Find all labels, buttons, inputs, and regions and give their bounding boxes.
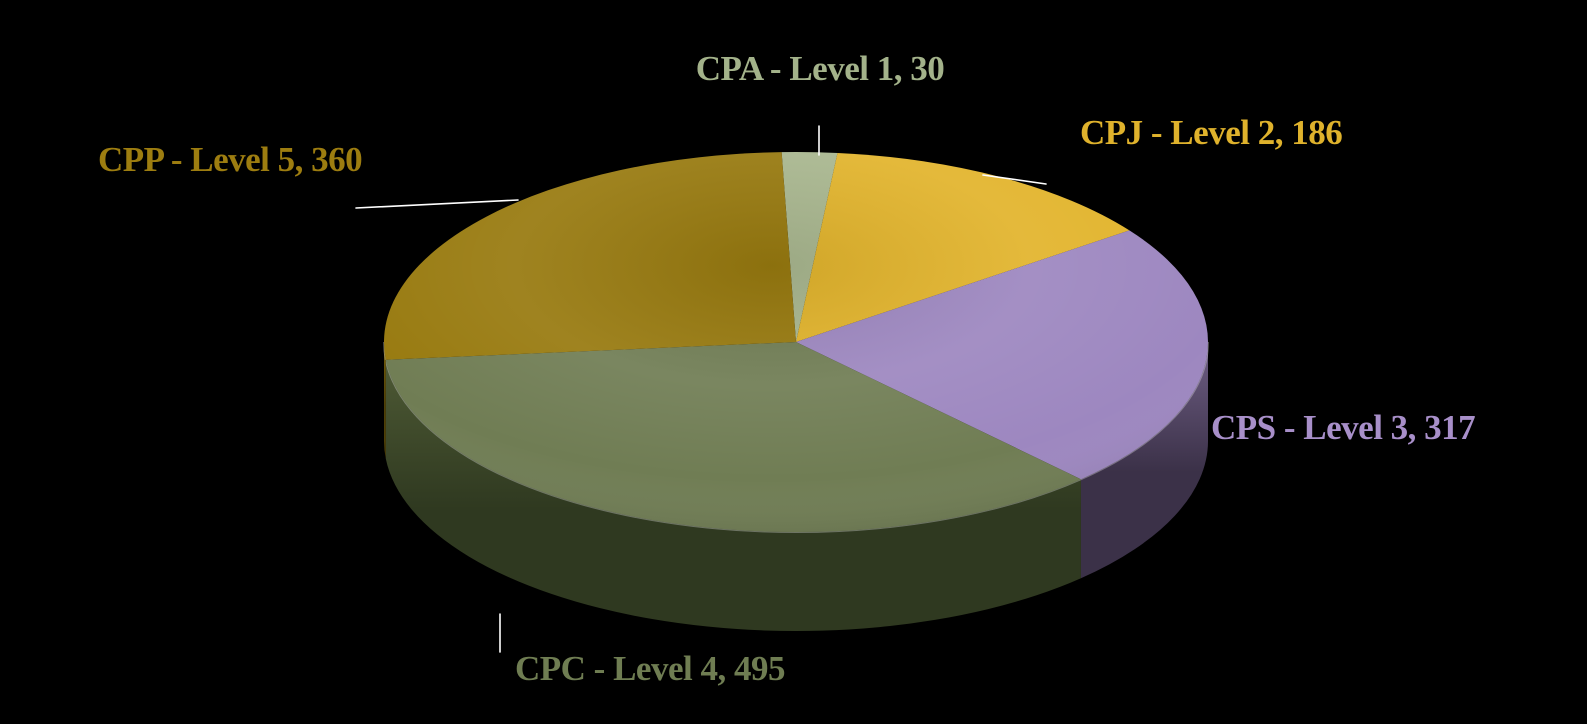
pie-slice-CPS-side <box>1080 342 1208 579</box>
pie-top-sheen <box>384 152 1208 532</box>
pie-slice-CPC-side <box>385 359 1081 631</box>
leader-line-CPP <box>355 199 519 209</box>
pie-slice-CPP-side <box>384 342 386 459</box>
leader-line-CPJ <box>982 174 1047 185</box>
